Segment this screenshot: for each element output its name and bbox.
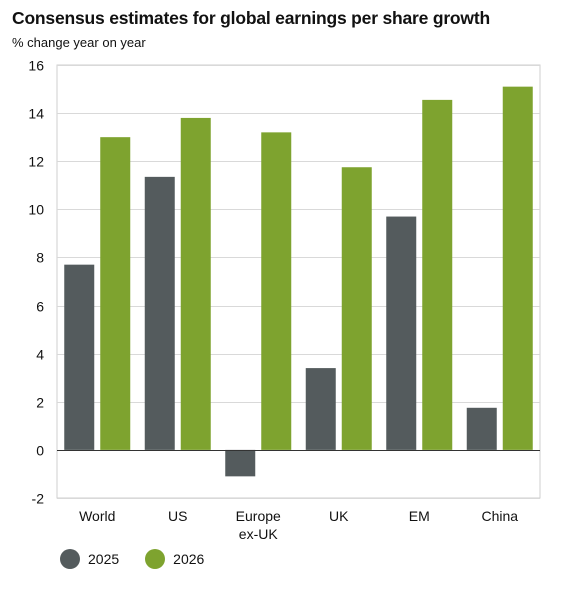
y-tick-label: 8 [36,250,44,266]
legend-label-2025: 2025 [88,551,120,567]
bar-2025-world [64,264,95,450]
y-tick-label: 14 [28,106,44,122]
gridlines [56,64,541,499]
x-tick-label: EM [409,508,430,524]
legend-item-2026: 2026 [145,549,204,569]
bar-2026-europe-ex-uk [261,132,292,450]
y-tick-label: 2 [36,395,44,411]
legend-label-2026: 2026 [173,551,205,567]
y-tick-label: 12 [28,154,44,170]
bar-2025-us [144,176,175,450]
x-tick-label: Europe [236,508,281,524]
legend-item-2025: 2025 [60,549,119,569]
bar-2026-uk [341,167,372,450]
y-tick-label: -2 [32,491,45,507]
bar-2026-china [502,86,533,450]
bar-2025-uk [305,368,336,450]
bar-2026-em [422,99,453,450]
axes: -2 0 2 4 6 8 10 12 14 16 World US Europe ex-UK UK EM Chi… [28,58,540,542]
chart-subtitle: % change year on year [12,35,146,50]
x-tick-label: World [79,508,115,524]
y-tick-label: 6 [36,299,44,315]
bar-2026-us [180,117,211,450]
bar-2026-world [100,137,131,450]
y-tick-label: 10 [28,202,44,218]
legend-swatch-2026 [145,549,166,569]
bar-2025-europe-ex-uk [225,449,256,477]
x-tick-label: China [481,508,518,524]
bar-2025-china [466,407,497,450]
chart-title: Consensus estimates for global earnings … [12,8,490,28]
y-tick-label: 0 [36,443,44,459]
legend: 2025 2026 [60,549,230,569]
x-tick-label: UK [329,508,349,524]
x-tick-label: ex-UK [239,526,279,542]
y-tick-label: 4 [36,347,44,363]
bars [64,86,533,477]
bar-2025-em [386,216,417,450]
x-tick-label: US [168,508,187,524]
y-tick-label: 16 [28,58,44,74]
legend-swatch-2025 [60,549,80,569]
